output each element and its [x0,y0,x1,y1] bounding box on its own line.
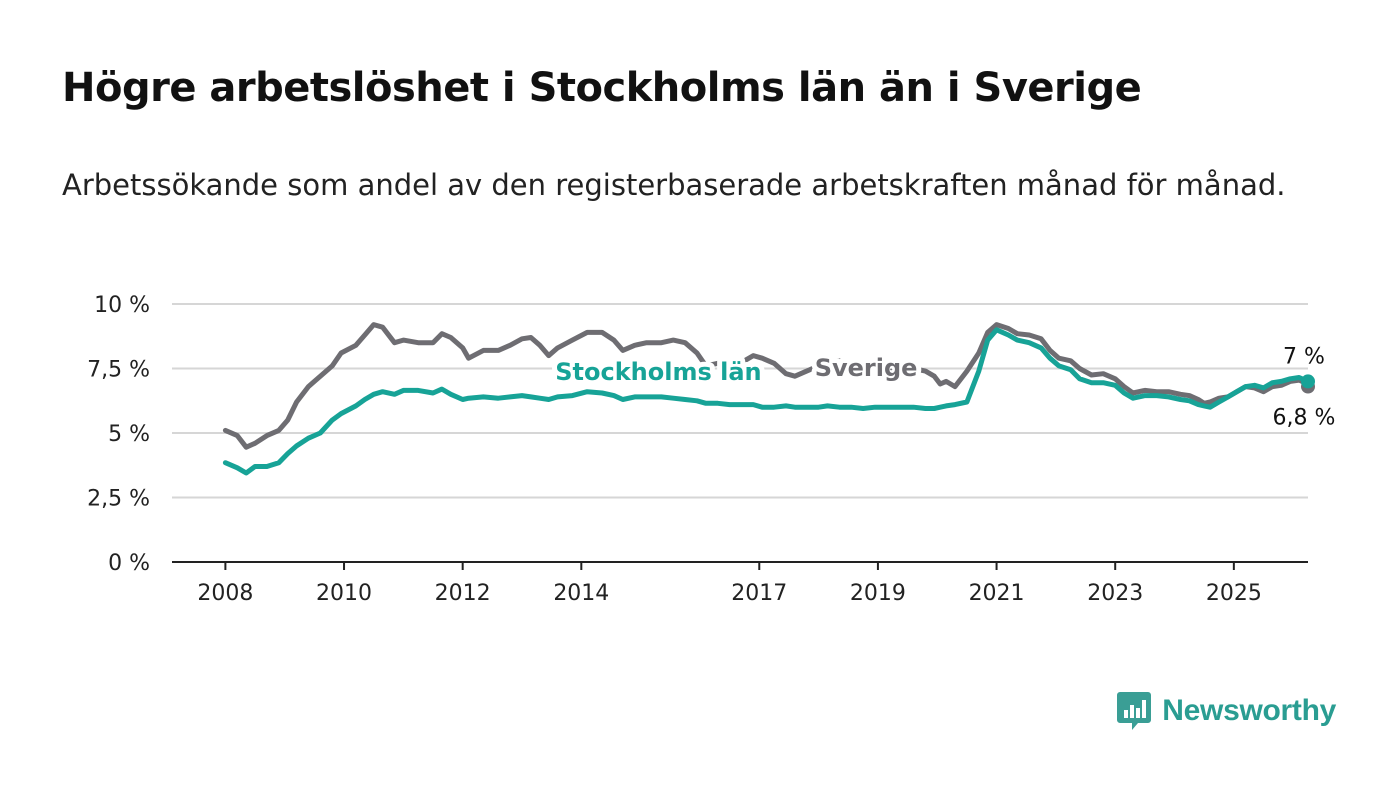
brand-logo: Newsworthy [1116,690,1336,732]
series-line-sverige [222,322,1311,450]
x-tick-label: 2023 [1087,581,1143,606]
x-tick-label: 2021 [969,581,1025,606]
x-tick-label: 2019 [850,581,906,606]
brand-name: Newsworthy [1162,694,1336,727]
end-label-stockholms-lan: 7 % [1283,344,1325,369]
series-line-stockholms-lan [222,327,1311,476]
y-tick-label: 10 % [94,293,150,318]
series-label-stockholms-lan: Stockholms län [555,358,761,386]
y-tick-label: 5 % [108,422,150,447]
y-tick-label: 0 % [108,551,150,576]
x-tick-label: 2025 [1206,581,1262,606]
x-tick-label: 2014 [553,581,609,606]
y-tick-label: 2,5 % [87,487,150,512]
series-label-sverige: Sverige [815,354,918,382]
x-tick-label: 2010 [316,581,372,606]
bar-chart-speech-bubble-icon [1117,692,1152,730]
chart-subtitle: Arbetssökande som andel av den registerb… [62,168,1286,202]
y-tick-label: 7,5 % [87,358,150,383]
end-label-sverige: 6,8 % [1273,406,1336,431]
end-point-stockholms-lan [1301,374,1315,389]
chart-title: Högre arbetslöshet i Stockholms län än i… [62,65,1142,111]
x-tick-label: 2012 [435,581,491,606]
x-tick-label: 2008 [197,581,253,606]
x-tick-label: 2017 [731,581,787,606]
